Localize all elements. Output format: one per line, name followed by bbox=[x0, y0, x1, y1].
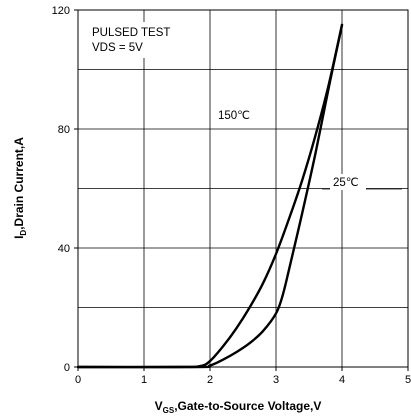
annotation-line-1: PULSED TEST bbox=[92, 27, 170, 39]
y-axis-title-rest: ,Drain Current,A bbox=[12, 137, 26, 230]
x-tick-label: 1 bbox=[141, 374, 147, 386]
x-tick-label: 3 bbox=[273, 374, 279, 386]
ticks: 0 1 2 3 4 5 0 40 80 120 bbox=[52, 5, 411, 386]
x-tick-label: 5 bbox=[405, 374, 411, 386]
y-axis-title: ID,Drain Current,A bbox=[12, 137, 28, 239]
plot-frame bbox=[77, 9, 409, 368]
y-tick-label: 40 bbox=[58, 243, 70, 255]
annotation-box bbox=[86, 22, 174, 58]
series-label-25c-bg bbox=[330, 174, 366, 190]
x-axis-title-rest: ,Gate-to-Source Voltage,V bbox=[174, 399, 321, 413]
y-tick-label: 80 bbox=[58, 124, 70, 136]
annotation-line-2: VDS = 5V bbox=[92, 42, 143, 54]
y-axis-title-sub: D bbox=[19, 230, 28, 236]
y-axis-title-main: I bbox=[12, 236, 26, 239]
series-label-25c: 25℃ bbox=[333, 177, 359, 189]
series-label-150c: 150℃ bbox=[218, 110, 250, 122]
series-layer bbox=[76, 23, 402, 369]
x-axis-title-main: V bbox=[155, 399, 163, 413]
y-tick-label: 120 bbox=[52, 5, 70, 17]
series-line-25c bbox=[76, 23, 344, 369]
x-tick-label: 2 bbox=[207, 374, 213, 386]
x-tick-label: 0 bbox=[75, 374, 81, 386]
x-axis-title-sub: GS bbox=[163, 406, 175, 415]
x-axis-title: VGS,Gate-to-Source Voltage,V bbox=[155, 399, 322, 415]
x-tick-label: 4 bbox=[339, 374, 345, 386]
grid bbox=[78, 10, 408, 367]
y-tick-label: 0 bbox=[64, 362, 70, 374]
